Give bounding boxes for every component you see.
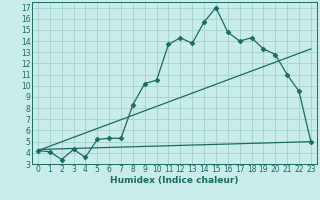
X-axis label: Humidex (Indice chaleur): Humidex (Indice chaleur): [110, 176, 239, 185]
